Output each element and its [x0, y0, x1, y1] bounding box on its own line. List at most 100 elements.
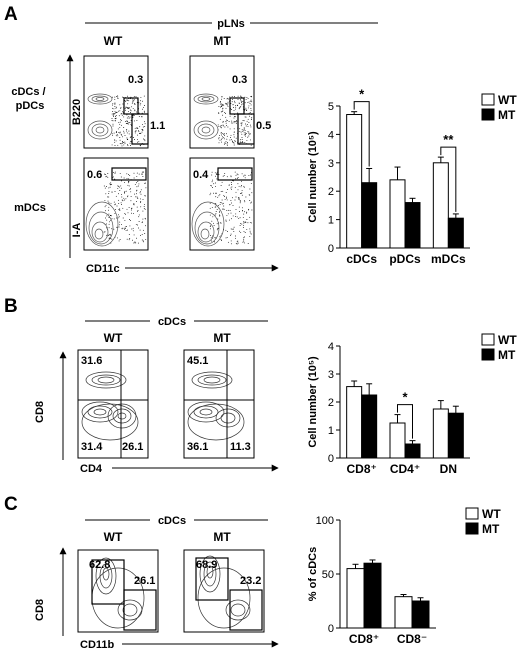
event-dot [244, 133, 246, 135]
event-dot [220, 101, 222, 102]
event-dot [235, 178, 237, 180]
event-dot [135, 96, 137, 98]
event-dot [213, 222, 214, 224]
event-dot [239, 198, 241, 200]
flow-plot-mt-b220: 0.3 0.5 [189, 55, 271, 149]
event-dot [133, 172, 135, 174]
event-dot [241, 189, 243, 191]
event-dot [226, 143, 228, 145]
bar-wt [346, 114, 363, 249]
bar-mt [447, 217, 464, 249]
event-dot [140, 193, 142, 195]
event-dot [220, 222, 222, 224]
event-dot [133, 242, 135, 244]
event-dot [142, 218, 144, 220]
event-dot [117, 95, 119, 97]
event-dot [217, 227, 219, 229]
event-dot [133, 234, 135, 236]
event-dot [211, 206, 213, 208]
event-dot [142, 210, 144, 212]
event-dot [239, 202, 241, 204]
event-dot [114, 172, 116, 174]
event-dot [124, 181, 126, 183]
event-dot [112, 134, 114, 136]
event-dot [138, 130, 140, 132]
event-dot [123, 177, 125, 179]
event-dot [217, 218, 219, 220]
event-dot [124, 226, 126, 228]
event-dot [248, 101, 250, 103]
event-dot [122, 113, 124, 115]
event-dot [222, 103, 224, 105]
event-dot [250, 202, 252, 204]
event-dot [237, 177, 239, 178]
event-dot [238, 108, 240, 110]
col-label-mt-c: MT [213, 530, 231, 544]
category-label: CD8⁻ [397, 632, 427, 646]
significance-label: ** [443, 132, 454, 147]
event-dot [136, 175, 138, 177]
event-dot [233, 96, 235, 97]
event-dot [240, 186, 242, 188]
event-dot [241, 139, 243, 141]
event-dot [140, 235, 141, 237]
event-dot [232, 205, 234, 207]
event-dot [222, 114, 224, 116]
event-dot [249, 216, 251, 218]
event-dot [105, 186, 107, 187]
event-dot [246, 228, 248, 230]
event-dot [243, 132, 245, 134]
event-dot [114, 98, 116, 100]
event-dot [130, 123, 132, 125]
event-dot [115, 140, 117, 142]
event-dot [143, 110, 145, 112]
event-dot [240, 100, 242, 102]
event-dot [250, 174, 251, 176]
event-dot [249, 112, 251, 113]
event-dot [235, 237, 236, 239]
bar-wt [394, 596, 413, 629]
event-dot [233, 117, 235, 119]
flow-plot-wt-cd8-cd4: 31.6 31.4 26.1 [77, 349, 149, 459]
event-dot [240, 122, 242, 124]
event-dot [247, 136, 249, 138]
event-dot [244, 236, 245, 238]
event-dot [115, 209, 117, 211]
event-dot [130, 188, 132, 190]
event-dot [245, 221, 247, 223]
event-dot [130, 110, 132, 112]
event-dot [106, 234, 107, 236]
event-dot [249, 124, 251, 126]
event-dot [211, 174, 213, 176]
event-dot [239, 99, 241, 101]
event-dot [226, 176, 228, 178]
event-dot [232, 140, 234, 142]
event-dot [111, 119, 113, 121]
event-dot [227, 103, 229, 105]
axis-label-cd4: CD4 [80, 463, 103, 475]
event-dot [250, 144, 252, 146]
event-dot [234, 121, 236, 123]
event-dot [121, 119, 122, 121]
header-c: cDCs [158, 515, 186, 527]
event-dot [243, 175, 245, 177]
event-dot [138, 116, 140, 118]
event-dot [119, 239, 121, 240]
event-dot [245, 132, 246, 134]
event-dot [222, 190, 224, 192]
event-dot [223, 194, 225, 196]
flow-plot-mt-cd8-cd4: 45.1 36.1 11.3 [183, 349, 255, 459]
quadrant-value: 31.4 [81, 441, 103, 453]
event-dot [140, 191, 142, 193]
event-dot [249, 200, 251, 201]
event-dot [243, 240, 245, 242]
event-dot [142, 173, 143, 175]
event-dot [240, 95, 242, 97]
event-dot [124, 142, 126, 144]
event-dot [225, 219, 227, 221]
event-dot [227, 105, 229, 107]
significance-bracket [397, 404, 413, 439]
event-dot [219, 134, 220, 136]
event-dot [114, 96, 116, 98]
